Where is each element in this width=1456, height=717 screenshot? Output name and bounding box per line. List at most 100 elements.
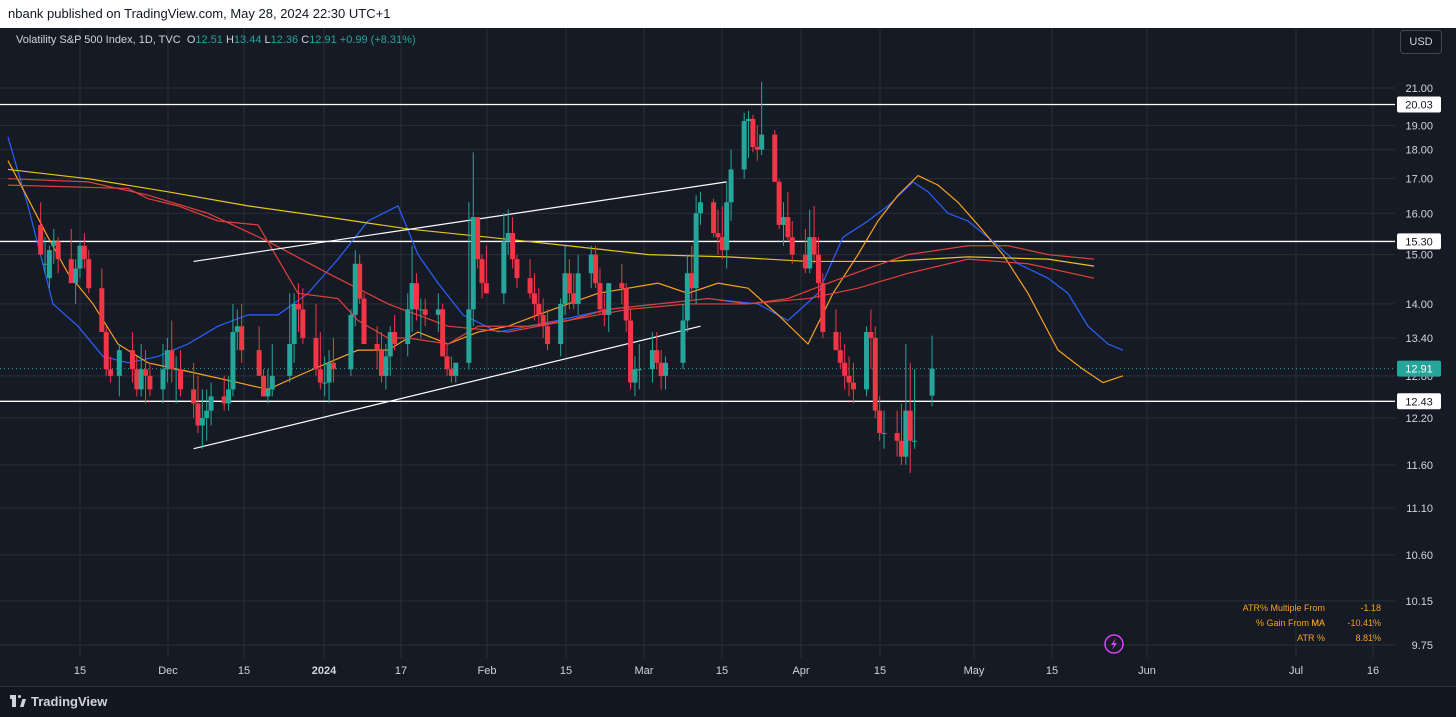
candle-body [379,350,384,376]
candle-body [728,169,734,203]
candle-body [815,254,821,284]
candle-body [129,350,135,370]
candle-body [654,350,660,363]
candle-body [221,396,227,404]
candle-body [772,134,778,182]
candle-body [300,309,306,338]
tradingview-brand[interactable]: TradingView [10,694,107,709]
candle-body [746,118,752,122]
lightning-icon [1104,634,1124,654]
publish-text: nbank published on TradingView.com, May … [8,6,391,21]
candle-body [837,350,843,363]
candle-body [405,309,411,345]
candle-body [444,356,450,370]
candle-body [208,396,214,411]
candle-body [724,202,730,251]
x-tick-label: 2024 [312,665,337,677]
candle-body [649,350,655,370]
candle-body [169,350,175,370]
y-tick-label: 10.15 [1405,596,1433,608]
x-tick-label: 15 [560,665,572,677]
symbol-legend: Volatility S&P 500 Index, 1D, TVC O12.51… [16,34,416,46]
x-tick-label: 15 [874,665,886,677]
candle-body [545,326,551,345]
candle-body [562,273,568,304]
candle-body [505,233,511,242]
candle-body [894,433,900,441]
candle-body [295,303,301,310]
candle-body [164,350,170,370]
candle-body [413,283,419,310]
footer: TradingView [0,686,1456,717]
candle-body [134,369,140,390]
candle-body [475,217,481,260]
candle-body [531,293,537,304]
stats-row: % Gain From MA -10.41% [1230,616,1381,631]
candle-body [566,273,572,294]
currency-button[interactable]: USD [1400,30,1442,54]
candle-body [195,403,201,426]
candle-body [374,344,380,351]
close-label: C [301,34,310,46]
candle-body [483,283,489,294]
candle-body [514,259,520,279]
candle-body [593,254,599,284]
moving-average-line [7,168,1095,267]
candle-body [619,283,625,289]
candle-body [802,254,808,269]
chart-area[interactable]: 21.0020.0019.0018.0017.0016.0015.0014.00… [0,28,1456,686]
candle-body [877,410,883,434]
candle-body [361,298,367,345]
candle-body [781,217,786,225]
candle-body [348,314,354,370]
y-tick-label: 17.00 [1405,174,1433,186]
x-tick-label: May [964,665,985,677]
price-label-box [1397,96,1441,113]
candle-body [418,309,424,311]
y-tick-label: 14.00 [1405,299,1433,311]
x-tick-label: Dec [158,665,178,677]
candle-body [903,410,909,457]
candle-body [86,259,92,289]
candle-body [680,320,686,363]
candle-body [597,283,603,310]
price-chart[interactable]: 21.0020.0019.0018.0017.0016.0015.0014.00… [0,28,1456,686]
candle-body [466,309,472,363]
candle-body [261,375,267,397]
candle-body [77,245,83,269]
tradingview-logo-icon [10,695,26,707]
x-tick-label: 17 [395,665,407,677]
candle-body [711,202,717,234]
trendline [193,181,727,263]
stats-table: ATR% Multiple From MA -1.18 % Gain From … [1230,601,1381,646]
candle-body [352,263,358,315]
candle-body [697,202,703,214]
price-label: 20.03 [1405,99,1433,111]
change-value: +0.99 (+8.31%) [339,34,416,46]
candle-body [807,237,813,269]
candle-body [850,382,856,390]
candle-body [173,369,179,371]
price-label-box [1397,393,1441,410]
candle-body [73,268,79,284]
candle-body [138,369,144,390]
candle-body [628,320,634,383]
candle-body [811,237,817,255]
candle-body [663,362,669,376]
stats-row: ATR % 8.81% [1230,631,1381,646]
candle-body [601,309,607,315]
stats-label: ATR% Multiple From MA [1242,603,1325,628]
candle-body [833,332,839,351]
candle-body [453,362,459,376]
candle-body [160,369,166,390]
x-tick-label: 15 [1046,665,1058,677]
candle-body [291,303,297,345]
moving-average-line [7,178,1095,333]
candle-body [422,309,428,315]
x-tick-label: 16 [1367,665,1379,677]
candle-body [820,283,826,333]
publish-bar: nbank published on TradingView.com, May … [0,0,1456,28]
candle-body [776,181,782,225]
candle-body [693,213,699,289]
candle-body [55,241,61,260]
